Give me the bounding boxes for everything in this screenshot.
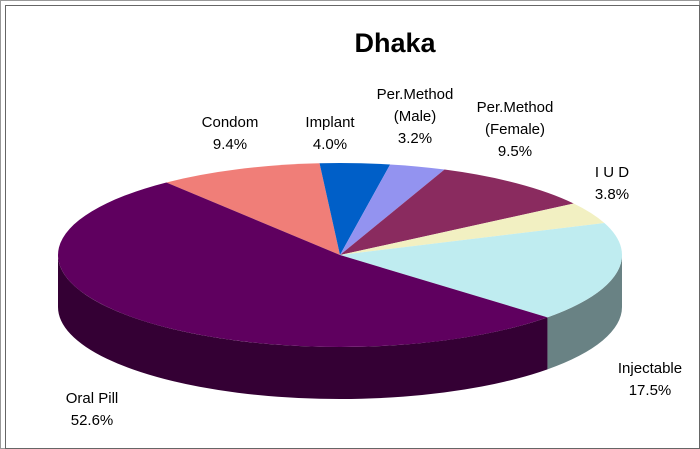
- category-label: Per.Method (Male): [376, 86, 454, 125]
- slice-label: Injectable 17.5%: [618, 358, 682, 402]
- category-label: I U D: [594, 164, 630, 181]
- slice-label: I U D 3.8%: [595, 162, 629, 206]
- pie-slice: [319, 163, 391, 255]
- pie-side: [547, 255, 622, 370]
- category-label: Injectable: [617, 360, 683, 377]
- category-label: Oral Pill: [65, 390, 119, 407]
- pie-slice: [340, 203, 605, 255]
- value-label: 9.5%: [497, 143, 533, 160]
- pie-tops: [57, 163, 622, 348]
- value-label: 3.8%: [594, 186, 630, 203]
- pie-slice: [57, 182, 548, 348]
- value-label: 52.6%: [70, 412, 114, 429]
- pie-side: [57, 255, 548, 399]
- slice-label: Per.Method (Female) 9.5%: [477, 97, 554, 163]
- category-label: Condom: [201, 114, 259, 131]
- chart-title: Dhaka: [354, 28, 436, 58]
- category-label: Per.Method (Female): [476, 99, 554, 138]
- pie-slice: [340, 222, 622, 318]
- slice-label: Per.Method (Male) 3.2%: [377, 84, 454, 150]
- pie-slice: [340, 169, 574, 255]
- slice-label: Condom 9.4%: [202, 112, 259, 156]
- category-label: Implant: [305, 114, 355, 131]
- value-label: 4.0%: [312, 136, 348, 153]
- pie-slice: [340, 164, 445, 255]
- pie-sides: [57, 255, 622, 399]
- value-label: 17.5%: [628, 382, 672, 399]
- value-label: 3.2%: [397, 130, 433, 147]
- pie-slice: [166, 163, 340, 255]
- slice-label: Implant 4.0%: [305, 112, 354, 156]
- value-label: 9.4%: [212, 136, 248, 153]
- slice-label: Oral Pill 52.6%: [66, 388, 119, 432]
